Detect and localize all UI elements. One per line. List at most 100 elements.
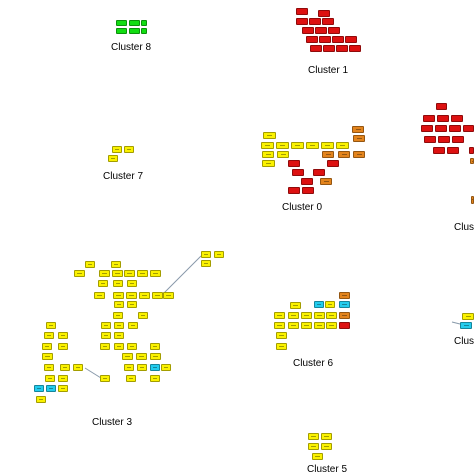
cluster-partial-b-node[interactable] xyxy=(462,313,474,320)
cluster-0-node[interactable] xyxy=(327,160,339,167)
cluster-3-node[interactable] xyxy=(100,375,110,382)
cluster-1-node[interactable] xyxy=(310,45,322,52)
cluster-1-node[interactable] xyxy=(323,45,335,52)
cluster-3-node[interactable] xyxy=(126,292,137,299)
cluster-3-node[interactable] xyxy=(46,322,56,329)
cluster-6-node[interactable] xyxy=(326,322,337,329)
cluster-partial-a-node[interactable] xyxy=(435,125,447,132)
cluster-3-node[interactable] xyxy=(99,270,110,277)
cluster-3-node[interactable] xyxy=(112,270,123,277)
cluster-3-node[interactable] xyxy=(74,270,85,277)
cluster-6-node[interactable] xyxy=(276,332,287,339)
cluster-partial-a-node[interactable] xyxy=(438,136,450,143)
cluster-1-node[interactable] xyxy=(322,18,334,25)
cluster-0-node[interactable] xyxy=(263,132,276,139)
cluster-3-node[interactable] xyxy=(137,270,148,277)
cluster-3-node[interactable] xyxy=(124,364,134,371)
cluster-3-node[interactable] xyxy=(122,353,133,360)
cluster-3-node[interactable] xyxy=(150,375,160,382)
cluster-0-node[interactable] xyxy=(262,160,275,167)
cluster-1-node[interactable] xyxy=(336,45,348,52)
cluster-partial-b-node[interactable] xyxy=(460,322,472,329)
cluster-3-node[interactable] xyxy=(126,375,136,382)
cluster-7-node[interactable] xyxy=(112,146,122,153)
cluster-6-node[interactable] xyxy=(325,301,335,308)
cluster-0-node[interactable] xyxy=(336,142,349,149)
cluster-3-node[interactable] xyxy=(94,292,105,299)
cluster-6-node[interactable] xyxy=(274,312,285,319)
cluster-1-node[interactable] xyxy=(306,36,318,43)
cluster-3-node[interactable] xyxy=(101,332,111,339)
cluster-1-node[interactable] xyxy=(315,27,327,34)
cluster-0-node[interactable] xyxy=(320,178,332,185)
cluster-0-node[interactable] xyxy=(353,135,365,142)
cluster-1-node[interactable] xyxy=(345,36,357,43)
cluster-6-node[interactable] xyxy=(326,312,337,319)
cluster-0-node[interactable] xyxy=(313,169,325,176)
cluster-1-node[interactable] xyxy=(328,27,340,34)
cluster-3-node[interactable] xyxy=(42,353,53,360)
cluster-6-node[interactable] xyxy=(290,302,301,309)
cluster-0-node[interactable] xyxy=(261,142,274,149)
cluster-3-node[interactable] xyxy=(58,385,68,392)
cluster-8-node[interactable] xyxy=(141,20,147,26)
cluster-6-node[interactable] xyxy=(276,343,287,350)
cluster-1-node[interactable] xyxy=(296,8,308,15)
cluster-partial-a-node[interactable] xyxy=(433,147,445,154)
cluster-0-node[interactable] xyxy=(291,142,304,149)
cluster-3-node[interactable] xyxy=(111,261,121,268)
cluster-1-node[interactable] xyxy=(319,36,331,43)
cluster-1-node[interactable] xyxy=(309,18,321,25)
cluster-1-node[interactable] xyxy=(349,45,361,52)
cluster-partial-a-node[interactable] xyxy=(421,125,433,132)
cluster-0-node[interactable] xyxy=(352,126,364,133)
cluster-7-node[interactable] xyxy=(124,146,134,153)
cluster-8-node[interactable] xyxy=(129,20,140,26)
cluster-8-node[interactable] xyxy=(116,20,127,26)
cluster-partial-a-node[interactable] xyxy=(451,115,463,122)
cluster-1-node[interactable] xyxy=(332,36,344,43)
cluster-1-node[interactable] xyxy=(302,27,314,34)
cluster-5-node[interactable] xyxy=(308,443,319,450)
cluster-3-node[interactable] xyxy=(150,343,160,350)
cluster-5-node[interactable] xyxy=(308,433,319,440)
cluster-3-node[interactable] xyxy=(73,364,83,371)
cluster-6-node[interactable] xyxy=(301,322,312,329)
cluster-3-node[interactable] xyxy=(113,280,123,287)
cluster-0-node[interactable] xyxy=(306,142,319,149)
cluster-3-node[interactable] xyxy=(114,343,124,350)
cluster-6-node[interactable] xyxy=(288,322,299,329)
cluster-6-node[interactable] xyxy=(339,301,350,308)
cluster-partial-a-node[interactable] xyxy=(424,136,436,143)
cluster-0-node[interactable] xyxy=(277,151,289,158)
cluster-partial-a-node[interactable] xyxy=(469,147,474,154)
cluster-3-node[interactable] xyxy=(201,251,211,258)
cluster-3-node[interactable] xyxy=(101,322,111,329)
cluster-3-node[interactable] xyxy=(127,301,137,308)
cluster-3-node[interactable] xyxy=(163,292,174,299)
cluster-3-node[interactable] xyxy=(114,301,124,308)
cluster-0-node[interactable] xyxy=(262,151,274,158)
cluster-3-node[interactable] xyxy=(113,312,123,319)
cluster-3-node[interactable] xyxy=(45,375,55,382)
cluster-3-node[interactable] xyxy=(42,343,52,350)
cluster-3-node[interactable] xyxy=(46,385,56,392)
cluster-3-node[interactable] xyxy=(114,332,124,339)
cluster-partial-a-node[interactable] xyxy=(463,125,474,132)
cluster-0-node[interactable] xyxy=(338,151,350,158)
cluster-3-node[interactable] xyxy=(214,251,224,258)
cluster-6-node[interactable] xyxy=(314,301,324,308)
cluster-5-node[interactable] xyxy=(321,443,332,450)
cluster-1-node[interactable] xyxy=(318,10,330,17)
cluster-6-node[interactable] xyxy=(301,312,312,319)
cluster-8-node[interactable] xyxy=(129,28,140,34)
cluster-3-node[interactable] xyxy=(113,292,124,299)
cluster-3-node[interactable] xyxy=(127,280,137,287)
cluster-8-node[interactable] xyxy=(116,28,127,34)
cluster-3-node[interactable] xyxy=(58,375,68,382)
cluster-0-node[interactable] xyxy=(301,178,313,185)
cluster-0-node[interactable] xyxy=(292,169,304,176)
cluster-8-node[interactable] xyxy=(141,28,147,34)
cluster-5-node[interactable] xyxy=(312,453,323,460)
